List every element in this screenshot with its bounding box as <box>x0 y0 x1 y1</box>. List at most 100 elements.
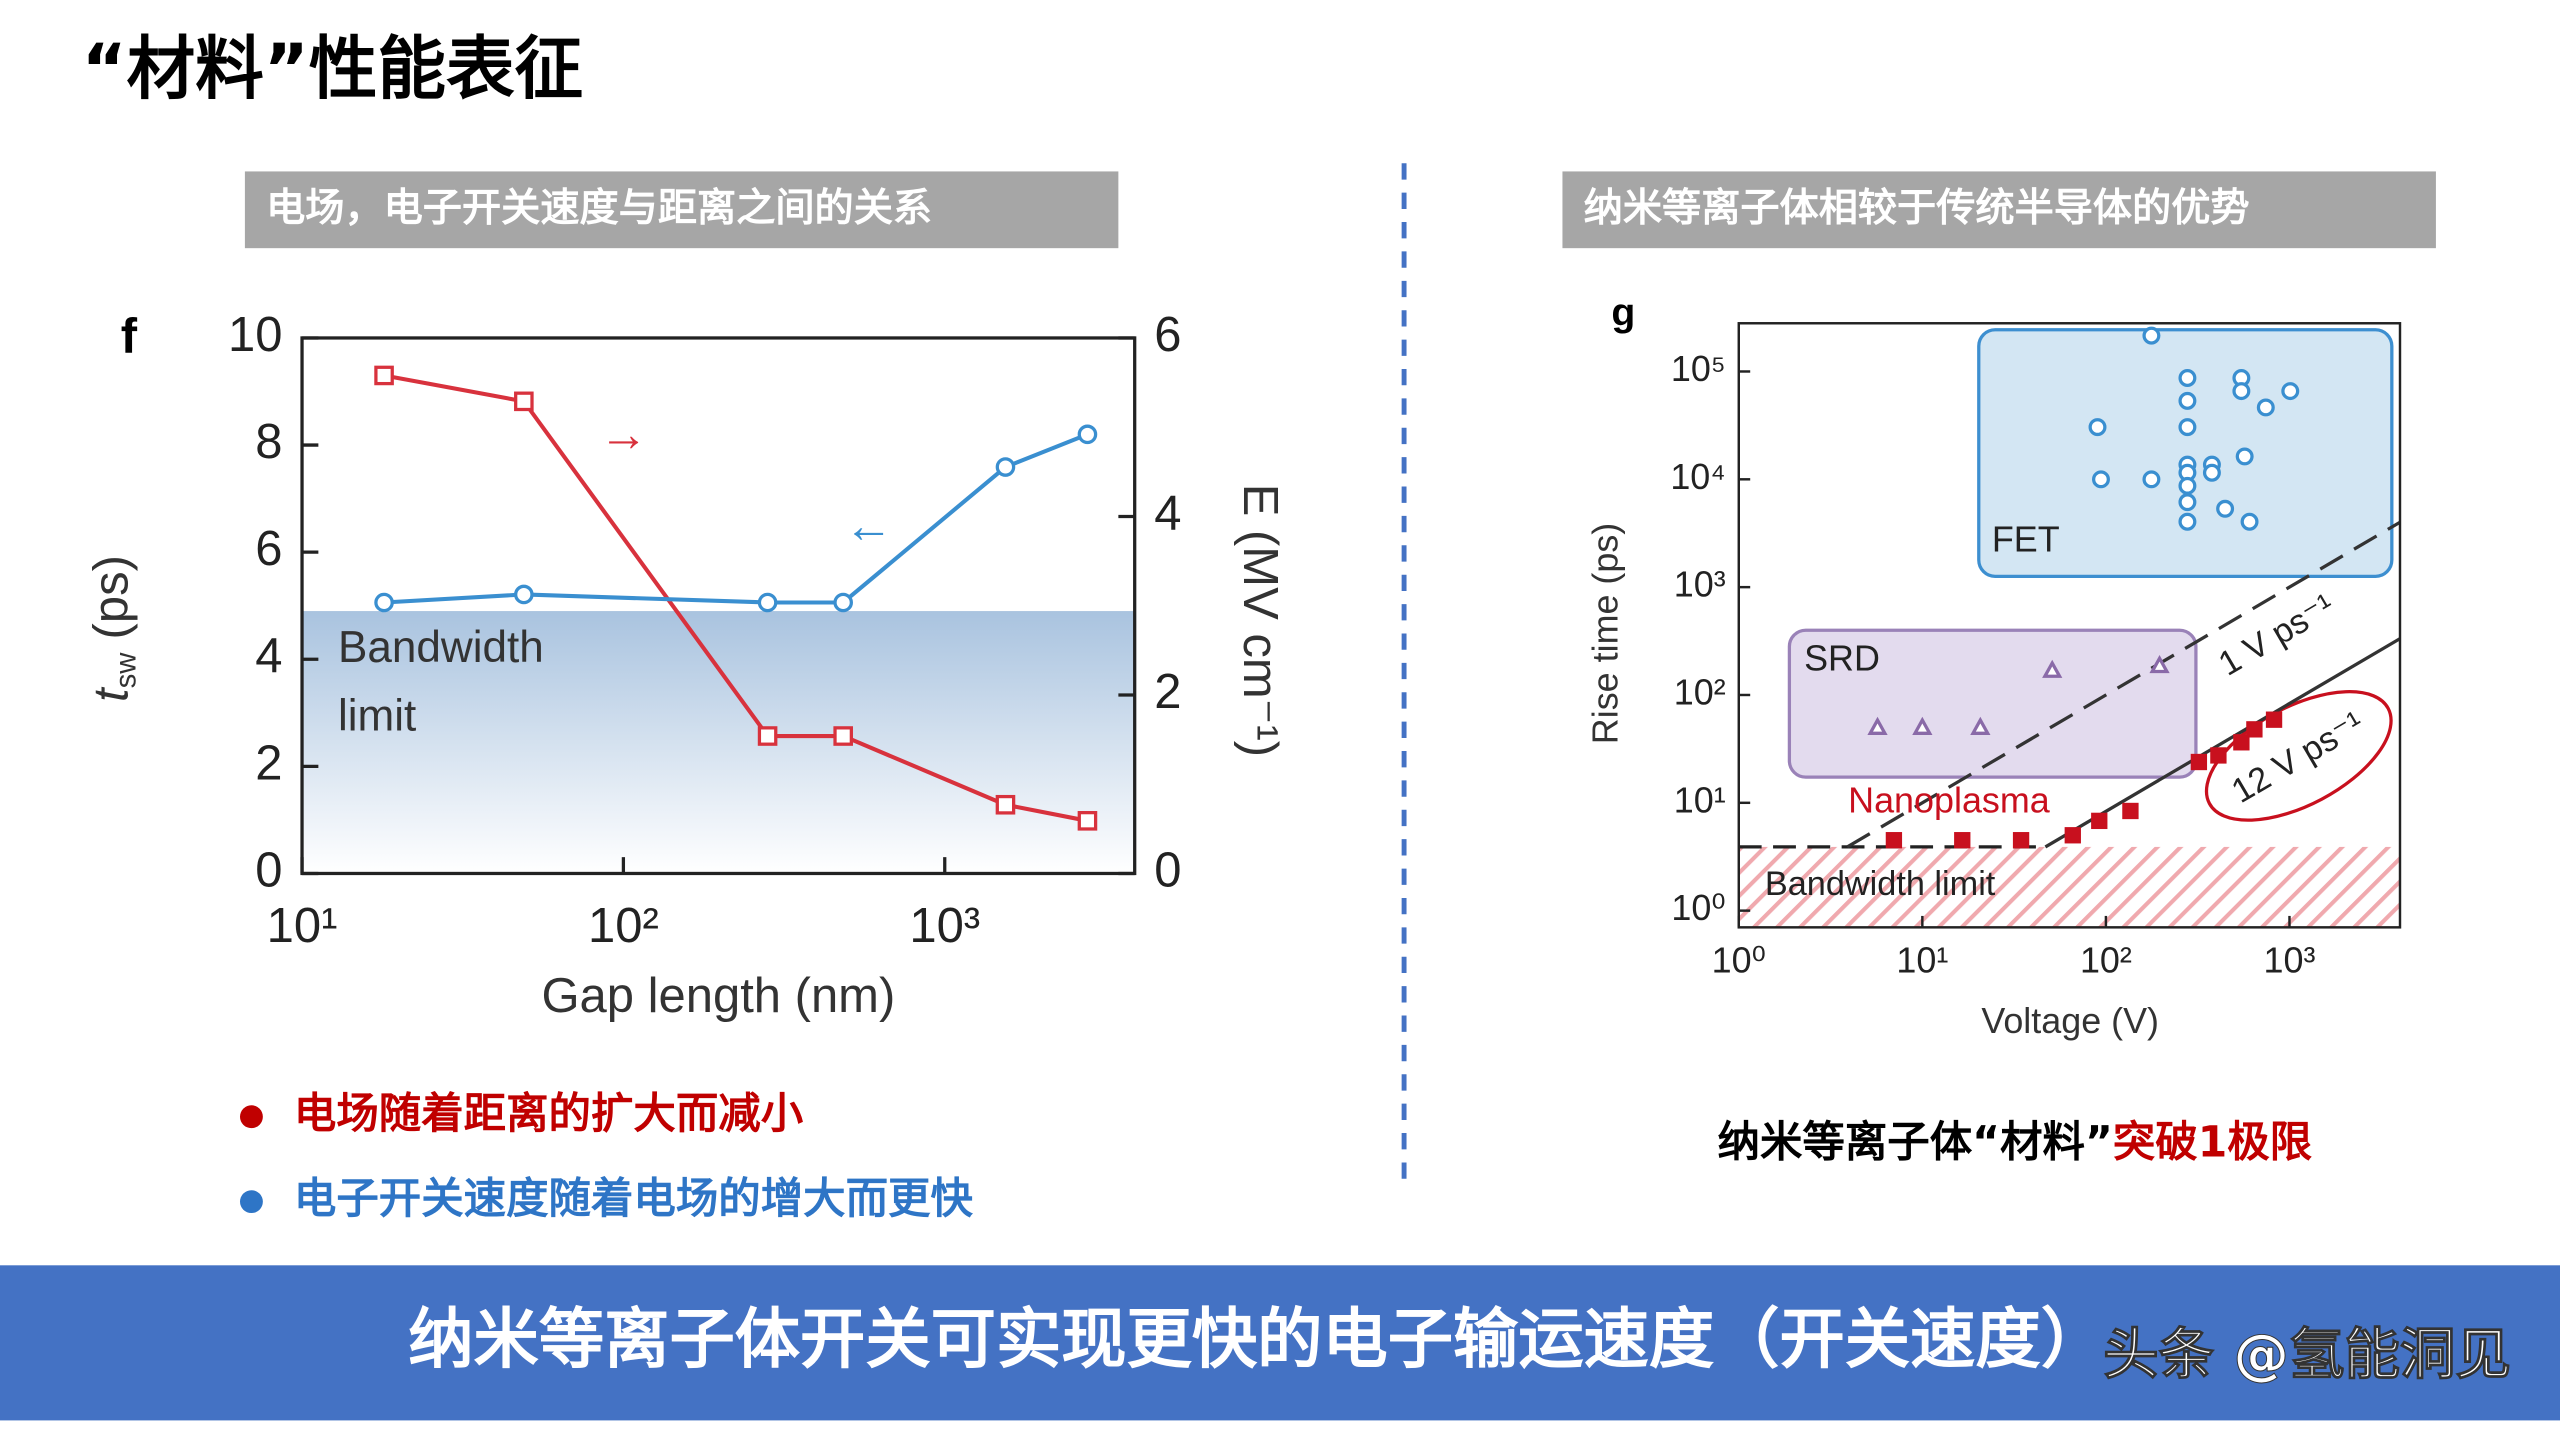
point <box>1077 424 1098 445</box>
bandwidth-label: Bandwidth <box>338 623 544 672</box>
point <box>2122 802 2139 820</box>
y-tick-label: 10¹ <box>1674 779 1726 820</box>
y-label-sub: sw <box>109 652 142 689</box>
srd-region <box>1787 628 2198 779</box>
x-tick-label: 10¹ <box>267 899 338 953</box>
point <box>1912 716 1933 735</box>
point <box>2091 812 2108 830</box>
point <box>2012 832 2030 849</box>
bullet: 电子开关速度随着电场的增大而更快 <box>294 1175 974 1224</box>
y2-axis-label: E (MV cm⁻¹) <box>1233 484 1287 757</box>
direction-arrow: → <box>599 407 648 461</box>
bullet-dot <box>240 1105 263 1129</box>
slide-title: “材料”性能表征 <box>82 30 583 110</box>
bandwidth-label: Bandwidth limit <box>1765 865 1996 903</box>
panel-letter: f <box>121 310 138 364</box>
point <box>2178 369 2197 387</box>
point <box>2210 747 2227 764</box>
point <box>2088 418 2107 437</box>
y-tick-label: 4 <box>255 629 282 683</box>
point <box>374 365 394 386</box>
bandwidth-band <box>302 611 1135 874</box>
y2-tick-label: 6 <box>1154 308 1181 362</box>
panel-letter: g <box>1611 291 1635 334</box>
guide-line <box>2044 637 2400 849</box>
y-tick-label: 10⁴ <box>1670 456 1725 497</box>
y-tick-label: 10³ <box>1674 564 1726 605</box>
y-tick-label: 6 <box>255 522 282 576</box>
point <box>1077 811 1098 831</box>
direction-arrow: ← <box>844 499 893 553</box>
point <box>2256 398 2275 417</box>
banner: 纳米等离子体开关可实现更快的电子输运速度（开关速度） <box>408 1302 2106 1378</box>
point <box>2178 493 2197 512</box>
point <box>757 592 778 613</box>
guide-label: 12 V ps⁻¹ <box>2225 704 2370 811</box>
y-tick-label: 10² <box>1674 671 1726 712</box>
watermark: 头条 @氢能洞见 <box>2103 1323 2511 1388</box>
plot-frame <box>1737 322 2402 929</box>
y-tick-label: 10 <box>228 308 282 362</box>
y-label-unit: (ps) <box>84 555 138 639</box>
y-axis-label: tsw (ps) <box>84 555 142 702</box>
x-tick-label: 10⁰ <box>1712 940 1766 981</box>
point <box>2142 470 2161 489</box>
x-tick-label: 10³ <box>2264 940 2316 981</box>
point <box>2233 734 2250 751</box>
x-tick-label: 10² <box>2080 940 2132 981</box>
point <box>2178 391 2197 410</box>
series-line <box>383 432 1089 605</box>
y2-tick-label: 2 <box>1154 665 1181 719</box>
point <box>757 726 778 746</box>
series-line <box>383 373 1088 823</box>
caption-red: 突破1极限 <box>2113 1118 2313 1167</box>
x-axis-label: Voltage (V) <box>1981 1000 2159 1041</box>
panel-header: 电场，电子开关速度与距离之间的关系 <box>266 186 932 231</box>
series-label: FET <box>1992 519 2060 560</box>
point <box>2042 659 2063 678</box>
y-tick-label: 0 <box>255 843 282 897</box>
point <box>1970 716 1991 735</box>
point <box>995 794 1016 815</box>
point <box>2281 382 2300 401</box>
y-tick-label: 8 <box>255 415 282 469</box>
point <box>514 391 534 412</box>
series-label: SRD <box>1804 638 1880 679</box>
point <box>2178 512 2197 531</box>
y-tick-label: 10⁰ <box>1671 887 1725 928</box>
point <box>2246 721 2263 738</box>
point <box>2178 476 2197 495</box>
y2-tick-label: 4 <box>1154 486 1181 540</box>
banner-bg <box>0 1265 2560 1421</box>
point <box>833 726 853 746</box>
point <box>2091 470 2110 489</box>
y-axis-label: Rise time (ps) <box>1585 523 1626 744</box>
point <box>1954 832 1971 849</box>
guide-line <box>1846 520 2400 849</box>
point <box>2178 418 2197 437</box>
point <box>514 584 534 605</box>
point <box>2265 711 2283 728</box>
series-label: Nanoplasma <box>1848 780 2050 821</box>
point <box>2240 512 2259 531</box>
point <box>833 592 853 613</box>
plot-frame <box>300 336 1137 876</box>
point <box>2202 463 2221 482</box>
guides <box>1846 520 2400 849</box>
caption: 纳米等离子体“材料”突破1极限 <box>1718 1118 2313 1167</box>
point <box>995 457 1016 477</box>
x-tick-label: 10² <box>588 899 659 953</box>
panel-header-bg <box>244 171 1119 249</box>
x-tick-label: 10³ <box>909 899 980 953</box>
bullet-dot <box>240 1190 263 1214</box>
x-tick-label: 10¹ <box>1896 940 1948 981</box>
point <box>374 592 394 613</box>
y2-tick-label: 0 <box>1154 843 1181 897</box>
caption-black: 纳米等离子体“材料” <box>1718 1118 2113 1167</box>
y-label-symbol: t <box>84 686 138 702</box>
point <box>1885 832 1903 849</box>
point <box>2142 326 2161 345</box>
y-tick-label: 10⁵ <box>1671 348 1726 389</box>
point <box>2216 499 2235 518</box>
